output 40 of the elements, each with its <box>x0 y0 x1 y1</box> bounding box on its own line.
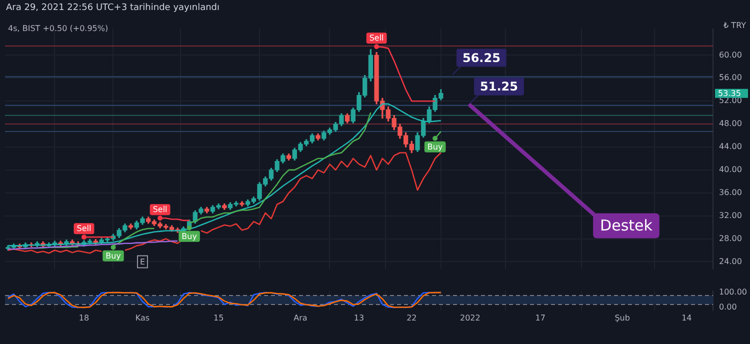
data-label: Sell <box>152 205 168 214</box>
chart-title: Ara 29, 2021 22:56 UTC+3 tarihinde yayınlandı <box>6 3 220 13</box>
y-axis-title: ₺ TRY <box>724 21 746 30</box>
y-tick-label: 40.00 <box>719 165 742 174</box>
y-tick-label: 48.00 <box>719 119 742 128</box>
data-label: Sell <box>369 34 384 43</box>
point <box>158 216 163 221</box>
y-tick-label: 28.00 <box>719 234 742 243</box>
point <box>432 136 438 141</box>
y-tick-label: 0.00 <box>719 302 737 312</box>
y-tick-label: 100.00 <box>719 288 747 297</box>
x-tick-label: 2022 <box>460 313 480 322</box>
ref-line-label: 51.25 <box>480 80 518 94</box>
text: 53.35 <box>718 88 741 98</box>
y-tick-label: 24.00 <box>719 256 742 266</box>
y-tick-label: 60.00 <box>719 50 742 60</box>
point <box>110 244 116 250</box>
x-tick-label: 13 <box>354 313 364 322</box>
chart-subtitle: 4s, BIST +0.50 (+0.95%) <box>8 24 108 33</box>
x-tick-label: 15 <box>213 313 224 322</box>
point <box>81 234 86 240</box>
data-label: Buy <box>106 251 122 260</box>
y-tick-label: 56.00 <box>719 73 742 82</box>
point <box>186 225 192 230</box>
y-tick-label: 44.00 <box>719 142 742 152</box>
x-tick-label: Kas <box>135 313 150 322</box>
y-tick-label: 32.00 <box>719 210 742 220</box>
data-label: Buy <box>427 142 443 152</box>
point <box>374 44 380 50</box>
x-tick-label: 18 <box>78 313 90 322</box>
x-tick-label: Şub <box>614 313 630 322</box>
ref-line-label: 56.25 <box>462 50 500 65</box>
annotation: Destek <box>600 216 653 235</box>
x-tick-label: Ara <box>294 313 308 322</box>
annotation: E <box>140 257 146 266</box>
data-label: Sell <box>76 224 92 234</box>
x-tick-label: 17 <box>535 313 546 322</box>
x-tick-label: 22 <box>406 313 417 322</box>
y-tick-label: 36.00 <box>719 188 742 197</box>
x-tick-label: 14 <box>682 313 692 322</box>
